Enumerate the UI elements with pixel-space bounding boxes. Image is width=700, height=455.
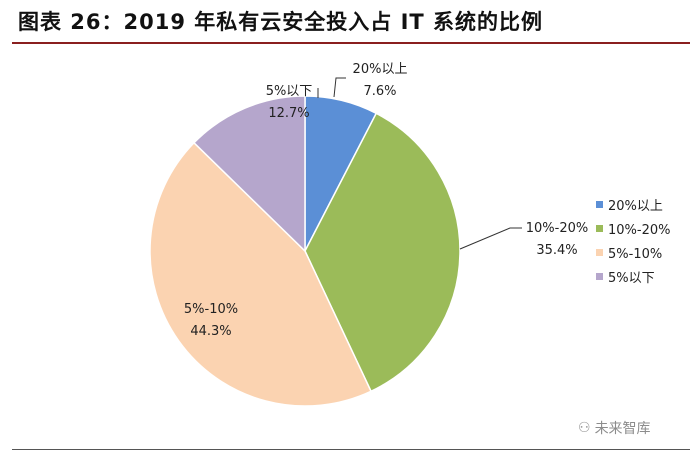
watermark-text: 未来智库: [594, 421, 651, 437]
legend-label-3: 5%以下: [608, 271, 655, 286]
pie-slice-1: [304, 112, 461, 393]
leader-line-1: [459, 227, 522, 250]
data-label-category-3: 5%以下: [266, 84, 313, 99]
legend-label-1: 10%-20%: [608, 223, 670, 238]
legend-label-2: 5%-10%: [608, 247, 662, 262]
pie-slice-3: [192, 95, 306, 253]
legend-label-0: 20%以上: [608, 199, 663, 214]
wechat-icon: ⚇: [578, 420, 591, 436]
bottom-divider: [12, 449, 690, 450]
legend-swatch-0: [596, 201, 603, 208]
data-label-value-1: 35.4%: [536, 243, 577, 258]
figure-title: 图表 26：2019 年私有云安全投入占 IT 系统的比例: [18, 10, 544, 34]
leader-line-0: [333, 77, 346, 98]
legend-swatch-1: [596, 225, 603, 232]
data-label-category-1: 10%-20%: [526, 221, 588, 236]
data-label-category-2: 5%-10%: [184, 302, 238, 317]
legend-swatch-2: [596, 249, 603, 256]
data-label-value-2: 44.3%: [190, 324, 231, 339]
title-divider: [12, 42, 690, 44]
legend-swatch-3: [596, 273, 603, 280]
data-label-category-0: 20%以上: [353, 62, 408, 77]
pie-slice-2: [149, 141, 372, 407]
watermark: ⚇ 未来智库: [578, 418, 651, 438]
data-label-value-3: 12.7%: [268, 106, 309, 121]
data-label-value-0: 7.6%: [363, 84, 396, 99]
